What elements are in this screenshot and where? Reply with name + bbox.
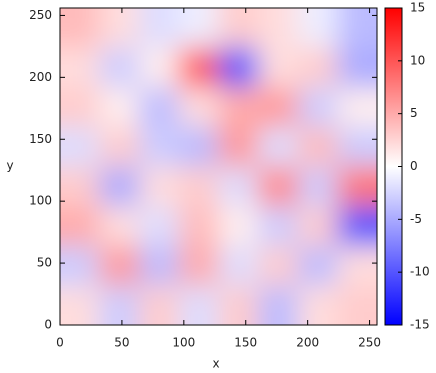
heatmap-cell — [297, 245, 338, 286]
heatmap-cell — [337, 126, 377, 167]
y-tick-label: 0 — [44, 318, 52, 332]
colorbar-tick-label: 5 — [410, 106, 418, 120]
heatmap-cell — [99, 206, 140, 246]
plot-frame — [59, 7, 378, 326]
heatmap-cell — [337, 87, 377, 127]
y-tick-label: 250 — [29, 8, 52, 22]
colorbar-tick-label: -5 — [410, 212, 422, 226]
heatmap-cell — [337, 245, 377, 286]
heatmap-cell — [297, 285, 338, 325]
heatmap-cell — [139, 47, 179, 88]
x-tick-label: 0 — [56, 336, 64, 350]
heatmap-cell — [337, 206, 377, 246]
heatmap-cell — [178, 126, 219, 167]
heatmap-cell — [60, 8, 100, 48]
y-tick-label: 200 — [29, 70, 52, 84]
heatmap-cell — [297, 87, 338, 127]
x-tick-label: 50 — [114, 336, 129, 350]
heatmap-cell — [139, 285, 179, 325]
heatmap-cell — [178, 285, 219, 325]
colorbar-tick-label: -15 — [410, 318, 430, 332]
heatmap-cell — [60, 87, 100, 127]
heatmap-cell — [60, 285, 100, 325]
x-tick-label: 100 — [172, 336, 195, 350]
y-tick-label: 100 — [29, 194, 52, 208]
heatmap-cell — [139, 166, 179, 207]
heatmap-cell — [258, 47, 298, 88]
heatmap-cell — [218, 285, 259, 325]
y-tick-label: 150 — [29, 132, 52, 146]
heatmap-cell — [178, 245, 219, 286]
heatmap-cell — [258, 166, 298, 207]
heatmap-cell — [178, 206, 219, 246]
heatmap-cell — [139, 206, 179, 246]
heatmap-area — [60, 8, 377, 325]
heatmap-cell — [99, 166, 140, 207]
heatmap-cell — [297, 126, 338, 167]
heatmap-cell — [218, 47, 259, 88]
heatmap-cell — [258, 285, 298, 325]
heatmap-cell — [297, 47, 338, 88]
heatmap-cell — [337, 8, 377, 48]
heatmap-cell — [258, 245, 298, 286]
heatmap-cell — [258, 126, 298, 167]
heatmap-cell — [337, 47, 377, 88]
heatmap-cell — [60, 206, 100, 246]
heatmap-cell — [139, 8, 179, 48]
y-axis-label: y — [6, 159, 13, 173]
heatmap-cell — [258, 87, 298, 127]
heatmap-cell — [337, 285, 377, 325]
heatmap-cell — [178, 47, 219, 88]
heatmap-cell — [60, 245, 100, 286]
heatmap-cells — [60, 8, 377, 325]
x-axis-label: x — [212, 357, 219, 371]
heatmap-cell — [99, 285, 140, 325]
heatmap-cell — [218, 8, 259, 48]
heatmap-cell — [139, 87, 179, 127]
heatmap-cell — [99, 8, 140, 48]
heatmap-cell — [139, 126, 179, 167]
heatmap-cell — [337, 166, 377, 207]
heatmap-cell — [218, 245, 259, 286]
heatmap-cell — [218, 126, 259, 167]
heatmap-cell — [99, 245, 140, 286]
heatmap-cell — [218, 166, 259, 207]
heatmap-cell — [60, 47, 100, 88]
colorbar-tick-label: 10 — [410, 53, 425, 67]
heatmap-cell — [99, 47, 140, 88]
x-tick-label: 150 — [234, 336, 257, 350]
x-tick-label: 250 — [358, 336, 381, 350]
heatmap-cell — [297, 166, 338, 207]
heatmap-cell — [178, 87, 219, 127]
heatmap-cell — [99, 87, 140, 127]
heatmap-cell — [139, 245, 179, 286]
heatmap-cell — [258, 206, 298, 246]
y-tick-label: 50 — [37, 256, 52, 270]
heatmap-cell — [99, 126, 140, 167]
heatmap-cell — [297, 206, 338, 246]
heatmap-cell — [60, 126, 100, 167]
heatmap-cell — [218, 206, 259, 246]
heatmap-cell — [60, 166, 100, 207]
heatmap-cell — [258, 8, 298, 48]
heatmap-cell — [178, 166, 219, 207]
colorbar-tick-label: 0 — [410, 159, 418, 173]
heatmap-cell — [297, 8, 338, 48]
colorbar-tick-label: -10 — [410, 265, 430, 279]
heatmap-cell — [178, 8, 219, 48]
colorbar-tick-label: 15 — [410, 1, 425, 15]
x-tick-label: 200 — [296, 336, 319, 350]
heatmap-cell — [218, 87, 259, 127]
